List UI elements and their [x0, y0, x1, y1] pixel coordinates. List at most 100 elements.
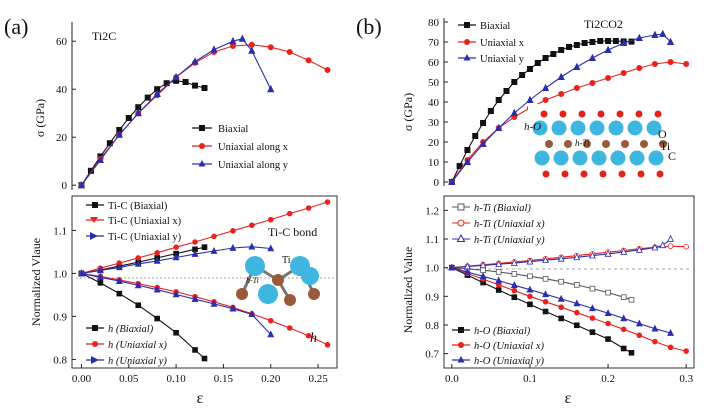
ti2co2-ti-label: Ti — [660, 139, 671, 153]
c-atom — [640, 140, 648, 148]
b-bottom-legend-h-o-biaxial: h-O (Biaxial) — [474, 326, 531, 337]
ti-atom — [301, 267, 319, 285]
a-top-ylabel: σ (GPa) — [33, 99, 47, 137]
ti2co2-h-o-label: h-O — [524, 121, 541, 133]
data-point — [542, 256, 550, 264]
y-tick-label: 0.8 — [425, 320, 439, 332]
a-top-legend-biaxial: Biaxial — [218, 124, 248, 135]
data-point — [605, 75, 612, 82]
ti-atom — [610, 150, 626, 166]
a-bottom-legend-ti-c-biaxial: Ti-C (Biaxial) — [108, 201, 168, 212]
ti2c-structure-inset: Ti h-Ti — [236, 255, 320, 306]
b-bottom-legend-h-ti-biaxial: h-Ti (Biaxial) — [474, 203, 531, 214]
b-bl-bot-marker-1 — [458, 342, 464, 348]
data-point — [267, 216, 274, 223]
data-point — [463, 157, 472, 166]
b-bottom-legend-top: h-Ti (Biaxial) h-Ti (Uniaxial x) h-Ti (U… — [452, 203, 545, 246]
b-bottom-legend-bottom: h-O (Biaxial) h-O (Uniaxial x) h-O (Unia… — [452, 326, 544, 367]
o-atom — [559, 110, 567, 118]
a-bl-bot-marker-2 — [91, 356, 99, 364]
o-atom — [561, 170, 569, 178]
data-point — [557, 72, 565, 80]
data-point — [286, 210, 293, 217]
data-point — [620, 345, 627, 352]
data-point — [589, 315, 596, 321]
data-point — [286, 325, 293, 331]
b-bottom-legend-h-ti-uniaxial-y: h-Ti (Uniaxial y) — [474, 235, 545, 246]
a-bottom-legend-ti-c-uniaxial-x: Ti-C (Uniaxial x) — [108, 216, 182, 227]
data-point — [267, 317, 274, 324]
o-atom — [578, 110, 586, 118]
data-point — [519, 72, 526, 79]
data-point — [604, 309, 612, 317]
data-point — [305, 205, 312, 211]
b-bottom-xlabel: ε — [565, 390, 572, 407]
data-point — [153, 285, 161, 293]
b-bottom-xticks: 0.0 0.1 0.2 0.3 — [445, 364, 694, 385]
b-top-legend-marker-0 — [464, 22, 470, 28]
data-point — [557, 294, 565, 302]
o-atom — [616, 110, 624, 118]
a-bottom-legend-top: Ti-C (Biaxial) Ti-C (Uniaxial x) Ti-C (U… — [86, 201, 182, 243]
data-point — [588, 304, 596, 312]
data-point — [526, 66, 533, 73]
data-point — [191, 57, 199, 65]
y-tick-label: 20 — [428, 137, 440, 149]
data-point — [667, 243, 674, 249]
a-top-legend-uniaxial-y: Uniaxial along y — [218, 160, 289, 171]
y-tick-label: 10 — [428, 157, 440, 169]
data-point — [230, 228, 236, 234]
a-top-legend-uniaxial-x: Uniaxial along x — [218, 142, 289, 153]
b-top-legend-uniaxial-y: Uniaxial y — [480, 54, 525, 65]
data-point — [115, 263, 123, 271]
c-atom — [602, 140, 610, 148]
data-point — [651, 324, 659, 332]
data-point — [636, 65, 643, 72]
data-point — [479, 261, 487, 269]
data-point — [448, 263, 456, 271]
x-tick-label: 0.05 — [119, 373, 139, 385]
ti-atom — [589, 120, 605, 136]
y-tick-label: 80 — [428, 17, 440, 29]
y-tick-label: 0.7 — [425, 349, 439, 361]
data-point — [134, 281, 142, 289]
data-point — [589, 285, 596, 292]
series-line-h-uniaxial-x- — [81, 272, 328, 346]
a-bottom-legend-h-uniaxial-y: h (Uniaxial y) — [108, 356, 167, 367]
data-point — [510, 108, 518, 116]
y-tick-label: 0.9 — [425, 291, 439, 303]
data-point — [495, 269, 502, 275]
data-point — [134, 259, 142, 267]
data-point — [229, 36, 237, 45]
y-tick-label: 20 — [56, 132, 68, 144]
data-point — [201, 355, 208, 362]
b-bl-top-marker-1 — [457, 219, 465, 227]
o-atom — [540, 110, 548, 118]
data-point — [573, 42, 580, 49]
series-line-h-biaxial- — [81, 272, 205, 359]
x-tick-label: 0.10 — [166, 373, 186, 385]
ti-atom — [570, 120, 586, 136]
data-point — [526, 95, 534, 103]
o-atom — [637, 170, 645, 178]
data-point — [191, 295, 199, 303]
ti2co2-h-ti-label: h-Ti — [575, 138, 590, 148]
data-point — [573, 299, 581, 307]
data-point — [495, 97, 502, 104]
x-tick-label: 0.20 — [261, 373, 281, 385]
y-tick-label: 40 — [428, 97, 440, 109]
b-bl-bot-marker-2 — [457, 356, 465, 363]
data-point — [487, 108, 494, 115]
data-point — [96, 266, 104, 274]
b-top-yticks: 0 10 20 30 40 50 60 70 80 — [428, 17, 448, 189]
b-top-legend: Biaxial Uniaxial x Uniaxial y — [458, 21, 525, 65]
ti-atom — [646, 120, 662, 136]
a-top-yticks: 0 20 40 60 — [56, 36, 76, 192]
data-point — [542, 97, 549, 104]
data-point — [305, 57, 312, 64]
data-point — [667, 328, 675, 336]
data-point — [480, 267, 486, 274]
data-point — [683, 243, 689, 250]
